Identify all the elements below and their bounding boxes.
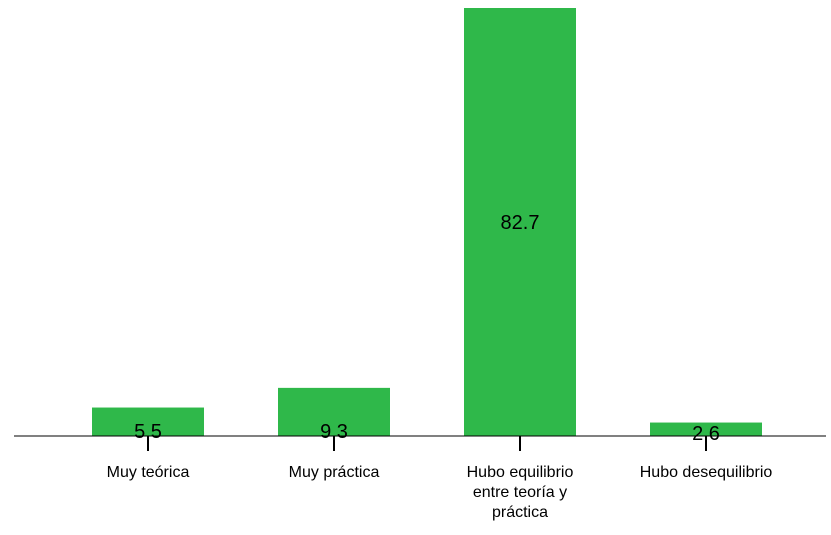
- data-label: 5.5: [134, 421, 162, 443]
- data-label: 9.3: [320, 421, 348, 443]
- bar: [92, 407, 204, 436]
- data-labels-group: 5.5 9.3 82.7 2.6: [134, 212, 720, 445]
- category-label: práctica: [492, 504, 548, 521]
- category-label: Muy práctica: [289, 464, 380, 481]
- ticks-group: [147, 436, 707, 451]
- bar: [278, 387, 390, 436]
- category-label: entre teoría y: [473, 484, 567, 501]
- category-labels-group: Muy teórica Muy práctica Hubo equilibrio en…: [107, 464, 773, 521]
- data-label: 2.6: [692, 423, 720, 445]
- bar: [650, 422, 762, 436]
- category-label: Muy teórica: [107, 464, 190, 481]
- category-label: Hubo equilibrio: [467, 464, 574, 481]
- data-label: 82.7: [501, 212, 540, 234]
- category-label: Hubo desequilibrio: [640, 464, 773, 481]
- bars-group: [92, 8, 762, 436]
- bar: [464, 8, 576, 436]
